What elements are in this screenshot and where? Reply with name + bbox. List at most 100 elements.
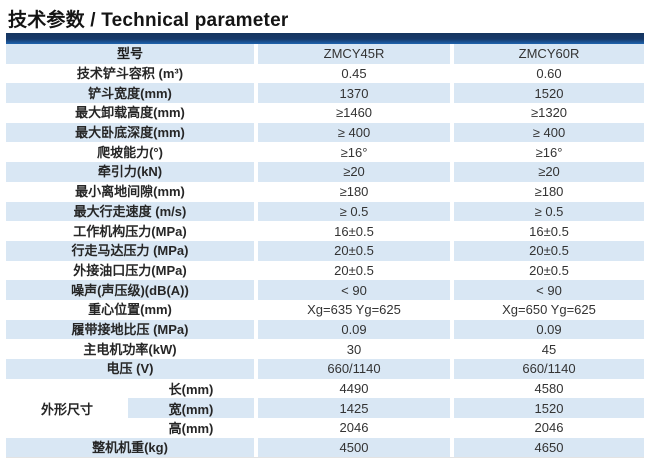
column-divider [254,221,258,241]
table-row: 最小离地间隙(mm) ≥180 ≥180 [6,181,644,202]
parameter-rows: 技术铲斗容积 (m³) 0.45 0.60 铲斗宽度(mm) 1370 1520… [6,63,644,379]
column-divider [450,142,454,163]
column-divider [254,299,258,320]
row-value-zmcy45r: 0.09 [258,319,450,340]
row-value-zmcy60r: ≥ 0.5 [454,201,644,222]
table-row: 技术铲斗容积 (m³) 0.45 0.60 [6,63,644,84]
column-divider [450,319,454,340]
row-label: 最大卸载高度(mm) [75,105,185,121]
table-row: 最大行走速度 (m/s) ≥ 0.5 ≥ 0.5 [6,201,644,222]
column-divider [450,359,454,379]
column-divider [254,83,258,104]
row-value-zmcy45r: 30 [346,341,362,357]
column-divider [450,83,454,104]
table-row: 主电机功率(kW) 30 45 [6,339,644,359]
row-value-zmcy60r: 2046 [534,420,564,436]
column-divider [450,181,454,202]
row-value-zmcy45r: Xg=635 Yg=625 [307,302,401,318]
row-value-zmcy60r: 16±0.5 [529,223,569,239]
row-label: 噪声(声压级)(dB(A)) [6,280,254,300]
row-value-zmcy60r: ≥1320 [530,105,568,121]
row-value-zmcy60r: 1520 [454,83,644,104]
column-divider [450,437,454,458]
row-value-zmcy45r: 0.45 [341,66,367,82]
row-label: 爬坡能力(°) [97,144,163,160]
column-divider [254,162,258,182]
column-divider [254,44,258,64]
table-row: 爬坡能力(°) ≥16° ≥16° [6,142,644,163]
row-value-zmcy45r: < 90 [258,280,450,300]
column-divider [450,201,454,222]
table-row: 铲斗宽度(mm) 1370 1520 [6,83,644,104]
row-value-zmcy45r: 20±0.5 [334,262,374,278]
table-row: 最大卧底深度(mm) ≥ 400 ≥ 400 [6,122,644,143]
column-divider [254,181,258,202]
column-divider [450,339,454,359]
header-model-zmcy60r: ZMCY60R [454,44,644,64]
table-row: 履带接地比压 (MPa) 0.09 0.09 [6,319,644,340]
row-value-zmcy60r: 1520 [454,398,644,419]
row-value-zmcy45r: ≥16° [340,144,368,160]
table-row: 最大卸载高度(mm) ≥1460 ≥1320 [6,103,644,123]
row-label: 工作机构压力(MPa) [73,223,187,239]
row-value-zmcy45r: ≥1460 [335,105,373,121]
table-row: 行走马达压力 (MPa) 20±0.5 20±0.5 [6,240,644,261]
row-value-zmcy60r: ≥20 [454,162,644,182]
row-label: 重心位置(mm) [88,302,172,318]
column-divider [450,63,454,84]
row-label: 整机机重(kg) [6,437,254,458]
row-value-zmcy60r: 660/1140 [454,359,644,379]
row-value-zmcy45r: 660/1140 [258,359,450,379]
row-value-zmcy45r: 4500 [258,437,450,458]
column-divider [450,299,454,320]
row-value-zmcy45r: 1425 [258,398,450,419]
column-divider [254,63,258,84]
row-value-zmcy45r: ≥ 400 [258,122,450,143]
row-value-zmcy60r: 0.60 [536,66,562,82]
row-value-zmcy60r: 0.09 [454,319,644,340]
row-label: 最小离地间隙(mm) [75,184,185,200]
dimension-sub-label: 宽(mm) [128,398,254,419]
column-divider [450,221,454,241]
column-divider [254,240,258,261]
row-value-zmcy60r: 20±0.5 [529,262,569,278]
table-row: 牵引力(kN) ≥20 ≥20 [6,162,644,182]
column-divider [450,260,454,281]
table-row: 电压 (V) 660/1140 660/1140 [6,359,644,379]
column-divider [450,280,454,300]
row-value-zmcy45r: ≥20 [258,162,450,182]
column-divider [254,142,258,163]
row-value-zmcy60r: 45 [541,341,557,357]
column-divider [450,103,454,123]
row-label: 行走马达压力 (MPa) [6,240,254,261]
table-row: 工作机构压力(MPa) 16±0.5 16±0.5 [6,221,644,241]
row-label: 最大行走速度 (m/s) [6,201,254,222]
column-divider [254,201,258,222]
table-row: 噪声(声压级)(dB(A)) < 90 < 90 [6,280,644,300]
header-model-zmcy45r: ZMCY45R [258,44,450,64]
row-label: 外接油口压力(MPa) [73,262,187,278]
row-label: 技术铲斗容积 (m³) [76,66,184,82]
row-value-zmcy60r: 4580 [534,381,564,397]
column-divider [450,162,454,182]
column-divider [450,240,454,261]
technical-parameter-table: 型号 ZMCY45R ZMCY60R 技术铲斗容积 (m³) 0.45 0.60… [6,33,644,459]
column-divider [254,280,258,300]
table-row: 外接油口压力(MPa) 20±0.5 20±0.5 [6,260,644,281]
row-value-zmcy60r: ≥180 [534,184,564,200]
column-divider [254,359,258,379]
row-value-zmcy45r: ≥180 [339,184,369,200]
row-label: 铲斗宽度(mm) [6,83,254,104]
dimension-sub-label: 高(mm) [168,421,214,437]
table-header-row: 型号 ZMCY45R ZMCY60R [6,44,644,64]
column-divider [450,378,454,399]
dimension-sub-label: 长(mm) [168,382,214,398]
row-value-zmcy45r: 1370 [258,83,450,104]
dimensions-group-label: 外形尺寸 [6,378,128,438]
row-label: 最大卧底深度(mm) [6,122,254,143]
page-title: 技术参数 / Technical parameter [8,10,289,31]
dimensions-group: 外形尺寸 长(mm) 4490 4580 宽(mm) 1425 1520 高(m… [6,378,644,438]
row-label: 履带接地比压 (MPa) [6,319,254,340]
column-divider [254,319,258,340]
